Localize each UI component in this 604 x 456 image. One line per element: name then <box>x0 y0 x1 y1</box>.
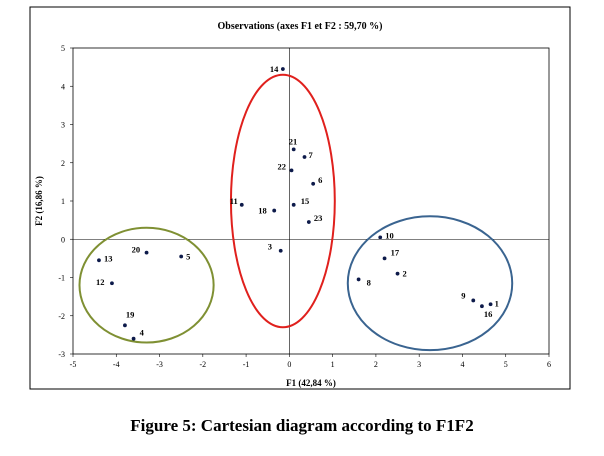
point-2 <box>395 271 400 276</box>
point-label-15: 15 <box>301 196 310 206</box>
cluster-ellipse-3 <box>78 226 215 344</box>
y-tick-label: 4 <box>61 82 65 91</box>
chart-title: Observations (axes F1 et F2 : 59,70 %) <box>218 21 383 32</box>
y-tick-label: 0 <box>61 235 65 244</box>
point-16 <box>480 304 484 309</box>
point-11 <box>239 202 244 207</box>
x-tick-label: 6 <box>547 360 551 369</box>
point-label-8: 8 <box>367 277 371 287</box>
x-tick-label: 4 <box>460 360 464 369</box>
point-label-10: 10 <box>385 230 394 240</box>
y-tick-label: 3 <box>61 121 65 130</box>
point-23 <box>306 220 311 224</box>
cluster-ellipse-2 <box>346 215 514 352</box>
point-5 <box>179 254 184 259</box>
point-label-20: 20 <box>132 245 141 255</box>
point-label-22: 22 <box>278 161 287 171</box>
y-tick-label: -2 <box>58 312 65 321</box>
point-20 <box>144 250 149 255</box>
point-3 <box>278 248 283 253</box>
x-tick-label: 3 <box>417 360 421 369</box>
point-1 <box>488 302 493 307</box>
y-tick-label: -1 <box>58 274 65 283</box>
figure-caption: Figure 5: Cartesian diagram according to… <box>130 416 474 435</box>
point-14 <box>280 67 285 71</box>
point-label-19: 19 <box>126 309 135 319</box>
point-label-6: 6 <box>318 175 322 185</box>
point-label-11: 11 <box>230 196 238 206</box>
point-label-16: 16 <box>484 309 493 319</box>
point-label-3: 3 <box>268 242 272 252</box>
point-label-13: 13 <box>104 253 113 263</box>
data-points: 14 21 7 22 6 11 15 18 23 3 10 17 2 8 9 161 20 5 13 12 19 4 <box>96 64 499 341</box>
y-tick-label: 1 <box>61 197 65 206</box>
point-label-18: 18 <box>258 206 267 216</box>
x-tick-label: -4 <box>113 360 120 369</box>
x-axis-label: F1 (42,84 %) <box>286 378 336 388</box>
point-label-17: 17 <box>391 247 400 257</box>
point-6 <box>311 181 316 186</box>
chart-frame <box>29 6 571 390</box>
point-17 <box>382 256 387 261</box>
point-label-9: 9 <box>461 290 465 300</box>
point-4 <box>131 336 136 341</box>
x-tick-label: -2 <box>199 360 206 369</box>
point-label-14: 14 <box>270 64 279 74</box>
point-9 <box>471 298 476 303</box>
point-19 <box>123 323 127 328</box>
point-label-21: 21 <box>289 136 298 146</box>
x-tick-label: 1 <box>331 360 335 369</box>
point-7 <box>302 155 307 159</box>
y-tick-label: 2 <box>61 159 65 168</box>
y-tick-label: -3 <box>58 350 65 359</box>
x-tick-label: -3 <box>156 360 163 369</box>
point-8 <box>356 277 361 282</box>
x-tick-label: -1 <box>243 360 250 369</box>
point-label-4: 4 <box>140 328 145 338</box>
point-13 <box>97 258 101 263</box>
y-tick-label: 5 <box>61 44 65 53</box>
point-10 <box>378 235 383 240</box>
x-tick-label: -5 <box>70 360 77 369</box>
point-label-7: 7 <box>309 150 314 160</box>
cluster-ellipse-1 <box>229 73 336 329</box>
x-tick-label: 2 <box>374 360 378 369</box>
point-label-2: 2 <box>403 269 407 279</box>
point-label-12: 12 <box>96 277 105 287</box>
point-22 <box>289 168 294 173</box>
point-21 <box>291 147 296 152</box>
point-12 <box>110 281 114 286</box>
point-label-1: 1 <box>495 298 499 308</box>
point-label-23: 23 <box>314 213 323 223</box>
x-tick-label: 5 <box>504 360 508 369</box>
point-15 <box>291 202 296 207</box>
point-18 <box>272 208 277 213</box>
point-label-5: 5 <box>186 251 190 261</box>
cluster-ellipses <box>78 73 514 352</box>
y-axis-label: F2 (16,86 %) <box>34 176 44 226</box>
x-tick-label: 0 <box>287 360 291 369</box>
